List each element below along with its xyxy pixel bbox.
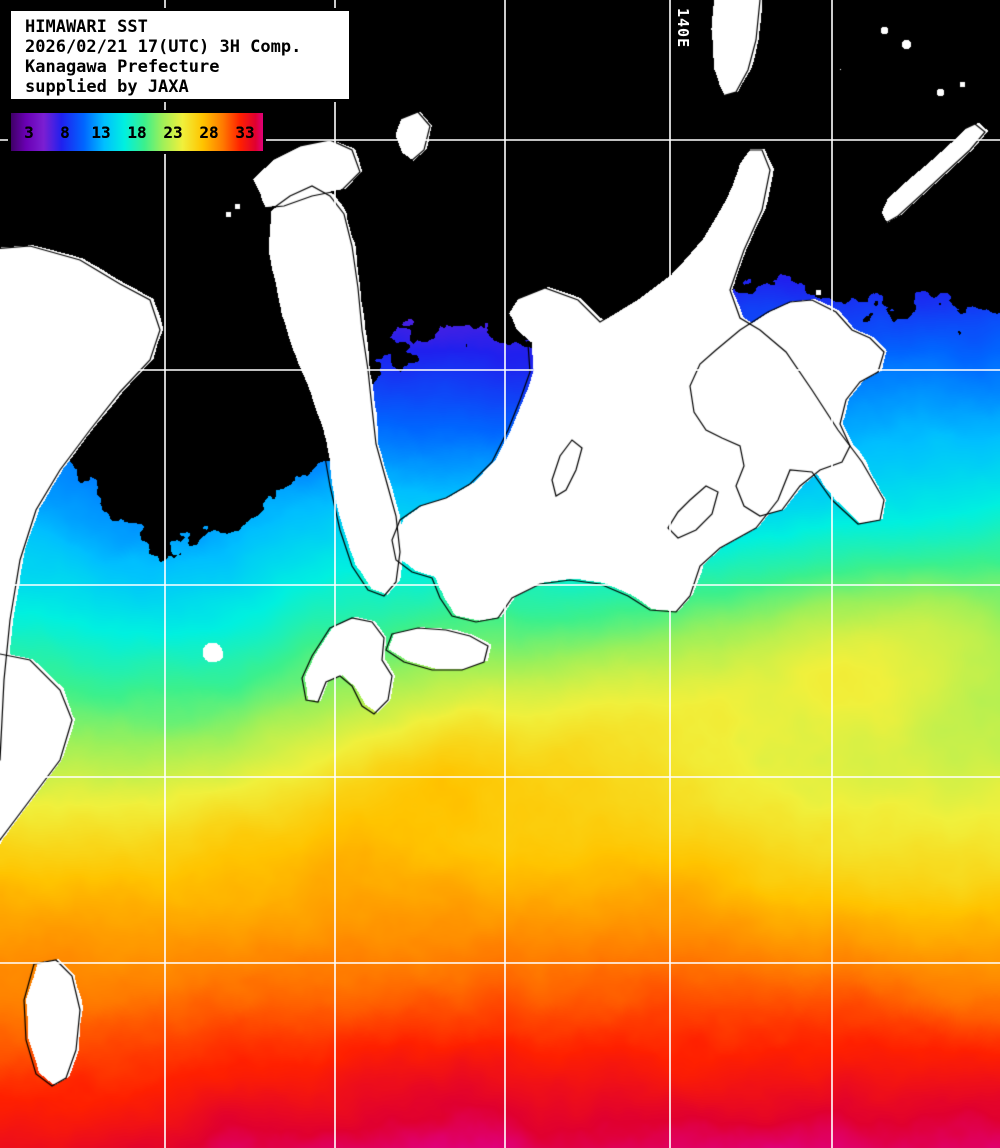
colorbar-gradient	[11, 113, 263, 151]
colorbar-tick-8: 8	[60, 122, 70, 142]
colorbar-tick-labels: 3 8 13 18 23 28 33	[11, 113, 263, 151]
colorbar-tick-3: 3	[24, 122, 34, 142]
product-region: Kanagawa Prefecture	[25, 57, 220, 77]
product-datetime: 2026/02/21 17(UTC) 3H Comp.	[25, 37, 302, 57]
lat-label-40n: 40N	[4, 356, 35, 374]
lon-label-140e: 140E	[674, 8, 692, 49]
colorbar-tick-18: 18	[127, 122, 147, 142]
colorbar-tick-33: 33	[235, 122, 255, 142]
colorbar-tick-13: 13	[91, 122, 111, 142]
temperature-colorbar: 3 8 13 18 23 28 33	[8, 110, 266, 154]
colorbar-tick-23: 23	[163, 122, 183, 142]
colorbar-tick-28: 28	[199, 122, 219, 142]
product-source: supplied by JAXA	[25, 77, 189, 97]
product-info-box: HIMAWARI SST 2026/02/21 17(UTC) 3H Comp.…	[8, 8, 352, 102]
product-title: HIMAWARI SST	[25, 17, 148, 37]
